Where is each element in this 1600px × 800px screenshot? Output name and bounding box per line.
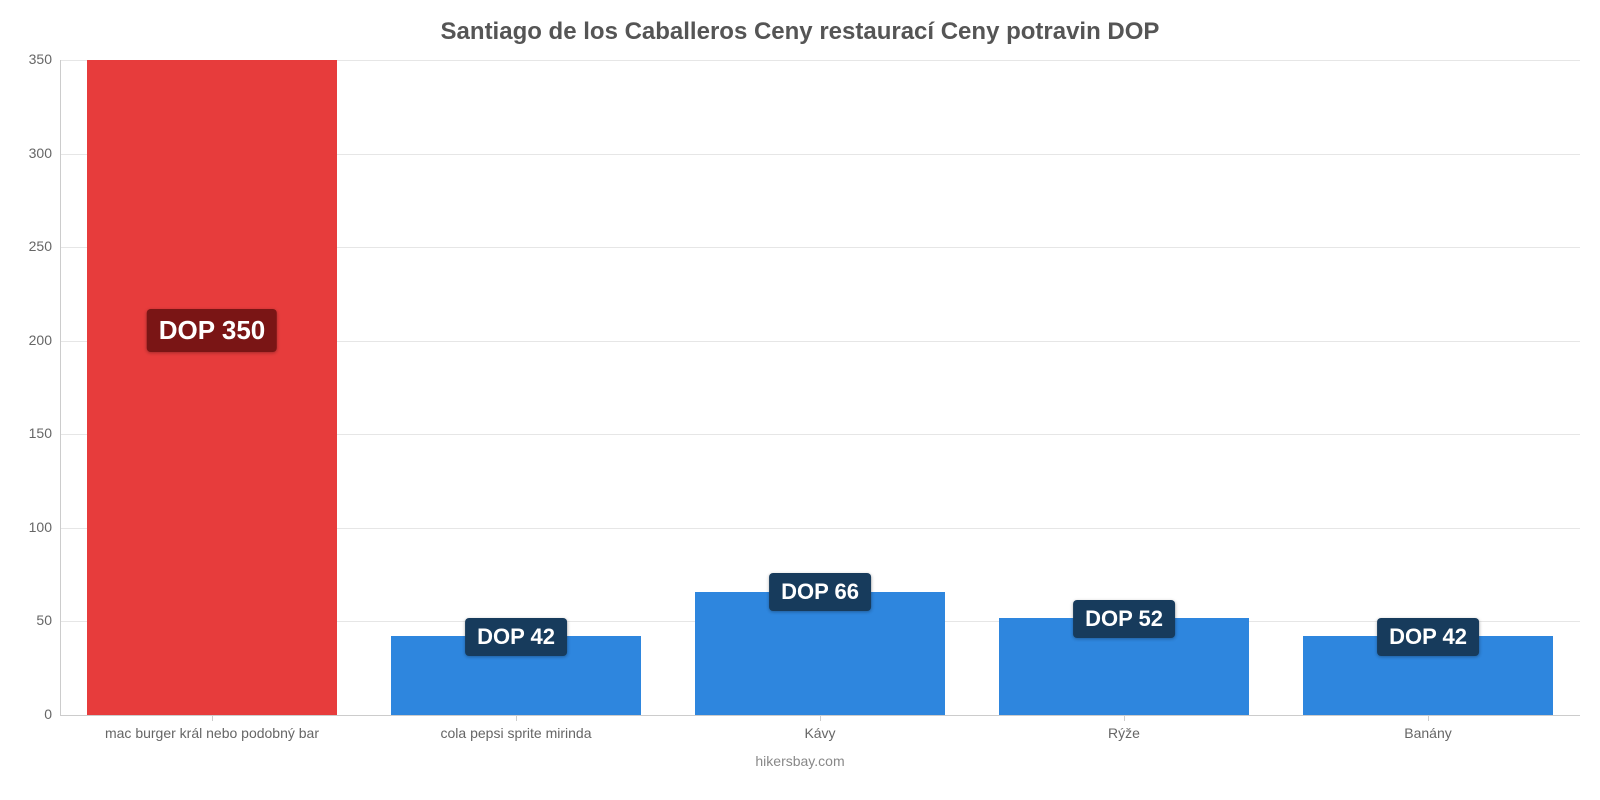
x-tick-label: Banány — [1276, 725, 1580, 741]
y-tick-label: 150 — [10, 425, 52, 441]
bar — [87, 60, 336, 715]
x-tick-mark — [516, 715, 517, 721]
value-label: DOP 52 — [1073, 600, 1175, 638]
x-tick-label: cola pepsi sprite mirinda — [364, 725, 668, 741]
x-tick-mark — [212, 715, 213, 721]
footer-credit: hikersbay.com — [0, 753, 1600, 769]
value-label: DOP 66 — [769, 573, 871, 611]
y-tick-label: 0 — [10, 706, 52, 722]
y-tick-label: 350 — [10, 51, 52, 67]
value-label: DOP 42 — [1377, 618, 1479, 656]
x-tick-label: Kávy — [668, 725, 972, 741]
x-tick-mark — [1124, 715, 1125, 721]
x-tick-label: Rýže — [972, 725, 1276, 741]
y-axis-line — [60, 60, 61, 715]
y-tick-label: 200 — [10, 332, 52, 348]
y-tick-label: 50 — [10, 612, 52, 628]
plot-area: 050100150200250300350DOP 350mac burger k… — [60, 60, 1580, 715]
x-tick-label: mac burger král nebo podobný bar — [60, 725, 364, 741]
chart-container: Santiago de los Caballeros Ceny restaura… — [0, 0, 1600, 800]
x-tick-mark — [1428, 715, 1429, 721]
y-tick-label: 300 — [10, 145, 52, 161]
chart-title: Santiago de los Caballeros Ceny restaura… — [0, 18, 1600, 46]
x-tick-mark — [820, 715, 821, 721]
value-label: DOP 42 — [465, 618, 567, 656]
y-tick-label: 100 — [10, 519, 52, 535]
y-tick-label: 250 — [10, 238, 52, 254]
value-label: DOP 350 — [147, 309, 277, 352]
